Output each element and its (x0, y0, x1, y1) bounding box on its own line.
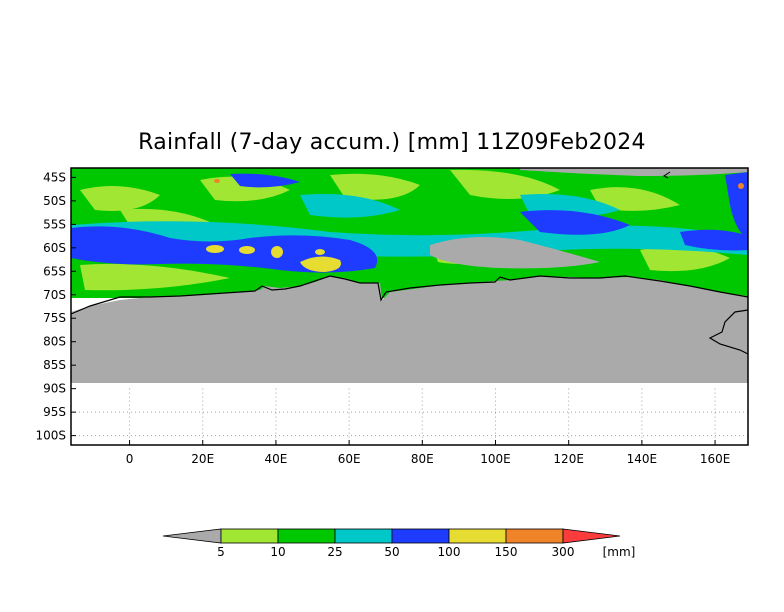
lat-tick-label: 75S (43, 311, 66, 325)
lat-tick-label: 100S (35, 429, 66, 443)
legend-level-label: 300 (552, 545, 575, 559)
field-blue (680, 229, 748, 251)
lat-tick-label: 70S (43, 288, 66, 302)
legend-level-label: 100 (438, 545, 461, 559)
lat-tick-label: 80S (43, 335, 66, 349)
lat-tick-label: 55S (43, 217, 66, 231)
legend-unit: [mm] (603, 545, 636, 559)
lat-tick-label: 65S (43, 264, 66, 278)
no-data-region (71, 383, 748, 445)
rainfall-field (71, 168, 748, 298)
legend-bin (448, 528, 507, 544)
lat-tick-label: 90S (43, 382, 66, 396)
field-blue (725, 172, 748, 240)
field-yellow (206, 245, 224, 253)
field-patch (640, 246, 730, 272)
legend-bin (220, 528, 279, 544)
lat-tick-label: 85S (43, 358, 66, 372)
longitude-axis: 0 20E 40E 60E 80E 100E 120E 140E 160E (126, 440, 731, 466)
lat-tick-label: 45S (43, 170, 66, 184)
lat-tick-label: 60S (43, 241, 66, 255)
field-yellow (239, 246, 255, 254)
map-frame (70, 167, 749, 446)
lon-tick-label: 60E (338, 452, 361, 466)
field-patch (590, 187, 680, 211)
field-yellow (300, 256, 341, 272)
coastline (663, 171, 671, 179)
lon-tick-label: 160E (700, 452, 731, 466)
legend-level-label: 50 (384, 545, 399, 559)
field-patch (300, 194, 400, 218)
field-patch (80, 186, 160, 211)
lon-tick-label: 120E (553, 452, 584, 466)
lon-tick-label: 140E (627, 452, 658, 466)
field-patch (330, 173, 420, 200)
legend-level-label: 10 (270, 545, 285, 559)
lat-tick-label: 50S (43, 194, 66, 208)
field-patch (80, 263, 230, 291)
color-legend: 5 10 25 50 100 150 300 [mm] (162, 528, 636, 559)
legend-below-arrow (162, 528, 222, 544)
field-yellow (271, 246, 283, 258)
lon-tick-label: 100E (480, 452, 511, 466)
field-blue (71, 226, 378, 273)
legend-level-label: 150 (495, 545, 518, 559)
lon-tick-label: 40E (265, 452, 288, 466)
antarctica-land (71, 276, 748, 383)
field-low (430, 236, 600, 269)
field-blue (520, 210, 630, 235)
field-orange (214, 179, 220, 183)
coastline (708, 309, 748, 355)
field-blue (230, 173, 300, 188)
field-orange (738, 183, 744, 189)
latitude-axis: 45S 50S 55S 60S 65S 70S 75S 80S 85S 90S 95S 100S (35, 170, 76, 443)
legend-bin (277, 528, 336, 544)
lat-tick-label: 95S (43, 405, 66, 419)
legend-level-label: 25 (327, 545, 342, 559)
legend-level-label: 5 (217, 545, 225, 559)
lon-tick-label: 0 (126, 452, 134, 466)
legend-bin (391, 528, 450, 544)
lon-tick-label: 20E (191, 452, 214, 466)
legend-bin (505, 528, 564, 544)
legend-bin (334, 528, 393, 544)
field-patch (450, 169, 560, 199)
field-yellow (315, 249, 325, 255)
coastline (71, 275, 748, 315)
map-title: Rainfall (7-day accum.) [mm] 11Z09Feb202… (138, 130, 646, 155)
field-low (520, 168, 748, 176)
grid-lines (71, 388, 748, 445)
legend-above-arrow (562, 528, 621, 544)
lon-tick-label: 80E (411, 452, 434, 466)
